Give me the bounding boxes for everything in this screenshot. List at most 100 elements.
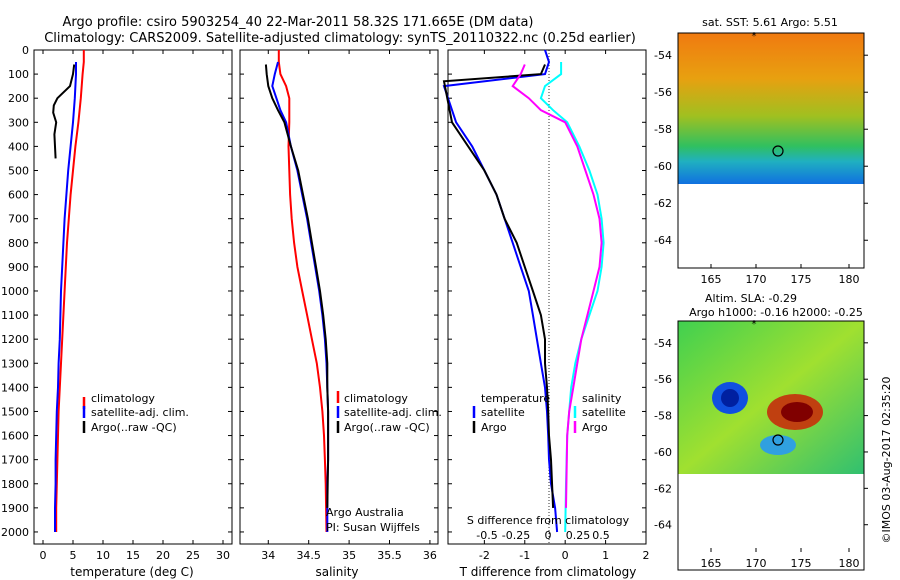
map-y-tick-label: -58 xyxy=(654,410,672,423)
y-tick-label: 200 xyxy=(8,92,29,105)
x-tick-label: 30 xyxy=(216,549,230,562)
header-line1: Argo profile: csiro 5903254_40 22-Mar-20… xyxy=(63,15,534,30)
annotation-argo-australia: Argo Australia xyxy=(326,506,404,519)
map-y-tick-label: -56 xyxy=(654,86,672,99)
y-tick-label: 1600 xyxy=(1,430,29,443)
y-tick-label: 800 xyxy=(8,237,29,250)
map-y-tick-label: -54 xyxy=(654,337,672,350)
salinity-legend: climatology satellite-adj. clim. Argo(..… xyxy=(336,391,442,434)
y-tick-label: 400 xyxy=(8,140,29,153)
imos-credit: ©IMOS 03-Aug-2017 02:35:20 xyxy=(880,377,893,544)
sla-float-marker xyxy=(772,434,784,446)
map-y-tick-label: -58 xyxy=(654,123,672,136)
legend-label-climatology: climatology xyxy=(91,392,155,405)
map-y-tick-label: -64 xyxy=(654,234,672,247)
sla-map-title2: Argo h1000: -0.16 h2000: -0.25 xyxy=(689,306,863,319)
temperature-panel: 0 5 10 15 20 25 300100200300400500600700800900… xyxy=(1,44,233,579)
map-x-tick-label: 175 xyxy=(791,273,812,286)
map-x-tick-label: 175 xyxy=(791,557,812,570)
y-tick-label: 1100 xyxy=(1,309,29,322)
map-y-tick-label: -62 xyxy=(654,482,672,495)
y-tick-label: 2000 xyxy=(1,526,29,539)
legend-label-temp-satellite: satellite xyxy=(481,406,525,419)
y-tick-label: 1700 xyxy=(1,454,29,467)
salinity-xlabel: salinity xyxy=(315,565,358,579)
y-tick-label: 1900 xyxy=(1,502,29,515)
salinity-panel: 34 34.5 35 35.5 36 salinity climatology sate… xyxy=(239,49,442,579)
x-tick-label: 5 xyxy=(70,549,77,562)
series-line-satellite-adj-clim- xyxy=(271,61,330,532)
x-tick-label: -1 xyxy=(519,549,530,562)
x-tick-label: 34.5 xyxy=(296,549,321,562)
series-line-climatology xyxy=(55,50,85,532)
map-x-tick-label: 170 xyxy=(746,273,767,286)
sst-map: sat. SST: 5.61 Argo: 5.51 * 165 170 175 180… xyxy=(654,16,868,286)
x-tick-label: 35 xyxy=(342,549,356,562)
map-y-tick-label: -62 xyxy=(654,197,672,210)
sla-empty xyxy=(678,474,864,570)
legend-label-climatology: climatology xyxy=(344,392,408,405)
y-tick-label: 1800 xyxy=(1,478,29,491)
legend-label-sal-satellite: satellite xyxy=(582,406,626,419)
legend-label-satellite: satellite-adj. clim. xyxy=(344,406,442,419)
difference-legend: temperature salinity satellite Argo sate… xyxy=(472,392,626,434)
y-tick-label: 0 xyxy=(22,44,29,57)
sst-empty xyxy=(678,184,864,268)
series-line-argo-raw-qc- xyxy=(52,64,76,159)
sla-frame xyxy=(677,320,865,571)
sla-map: Altim. SLA: -0.29 Argo h1000: -0.16 h200… xyxy=(654,292,868,571)
x-tick-label: -2 xyxy=(479,549,490,562)
y-tick-label: 900 xyxy=(8,261,29,274)
sst-field xyxy=(678,33,864,184)
x-tick-label: 25 xyxy=(186,549,200,562)
sst-float-marker xyxy=(772,145,784,157)
y-tick-label: 700 xyxy=(8,213,29,226)
legend-label-temp-argo: Argo xyxy=(481,421,507,434)
temperature-xlabel: temperature (deg C) xyxy=(70,565,193,579)
x2-tick-4: 0.25 xyxy=(566,529,591,542)
x-tick-label: 1 xyxy=(602,549,609,562)
map-y-tick-label: -54 xyxy=(654,49,672,62)
map-y-tick-label: -60 xyxy=(654,160,672,173)
x-tick-label: 15 xyxy=(126,549,140,562)
sst-star-marker: * xyxy=(752,31,757,42)
difference-panel: -2 -1 0 1 2 S difference from climatology -0… xyxy=(442,49,650,579)
x-tick-label: 34 xyxy=(261,549,275,562)
temperature-legend: climatology satellite-adj. clim. Argo(..… xyxy=(82,392,189,434)
y-tick-label: 1000 xyxy=(1,285,29,298)
y-tick-label: 100 xyxy=(8,68,29,81)
legend-title-salinity: salinity xyxy=(582,392,622,405)
map-y-tick-label: -60 xyxy=(654,446,672,459)
map-x-tick-label: 180 xyxy=(839,557,860,570)
x-tick-label: 20 xyxy=(156,549,170,562)
series-line-satellite-adj-clim- xyxy=(54,62,77,532)
x-tick-label: 36 xyxy=(423,549,437,562)
sla-map-title1: Altim. SLA: -0.29 xyxy=(705,292,797,305)
legend-label-argo: Argo(..raw -QC) xyxy=(91,421,177,434)
x-tick-label: 2 xyxy=(643,549,650,562)
y-tick-label: 1500 xyxy=(1,405,29,418)
x-tick-label: 0 xyxy=(40,549,47,562)
series-line-argo-raw-qc- xyxy=(264,64,330,508)
x-tick-label: 35.5 xyxy=(377,549,402,562)
x2-tick-2: -0.25 xyxy=(502,529,530,542)
x-tick-label: 0 xyxy=(562,549,569,562)
x-tick-label: 10 xyxy=(96,549,110,562)
legend-label-sal-argo: Argo xyxy=(582,421,608,434)
x2-tick-5: 0.5 xyxy=(592,529,610,542)
series-line-temperature-satellite xyxy=(442,49,559,533)
map-x-tick-label: 170 xyxy=(746,557,767,570)
sla-low-core xyxy=(721,389,739,407)
y-tick-label: 500 xyxy=(8,164,29,177)
sst-frame xyxy=(677,32,865,269)
salinity-frame xyxy=(239,49,439,545)
y-tick-label: 1400 xyxy=(1,381,29,394)
s-difference-label: S difference from climatology xyxy=(467,514,630,527)
series-line-temperature-argo xyxy=(442,64,555,508)
map-x-tick-label: 180 xyxy=(839,273,860,286)
y-tick-label: 600 xyxy=(8,189,29,202)
x2-tick-3: 0 xyxy=(545,529,552,542)
sla-high-core xyxy=(781,402,813,422)
y-tick-label: 300 xyxy=(8,116,29,129)
